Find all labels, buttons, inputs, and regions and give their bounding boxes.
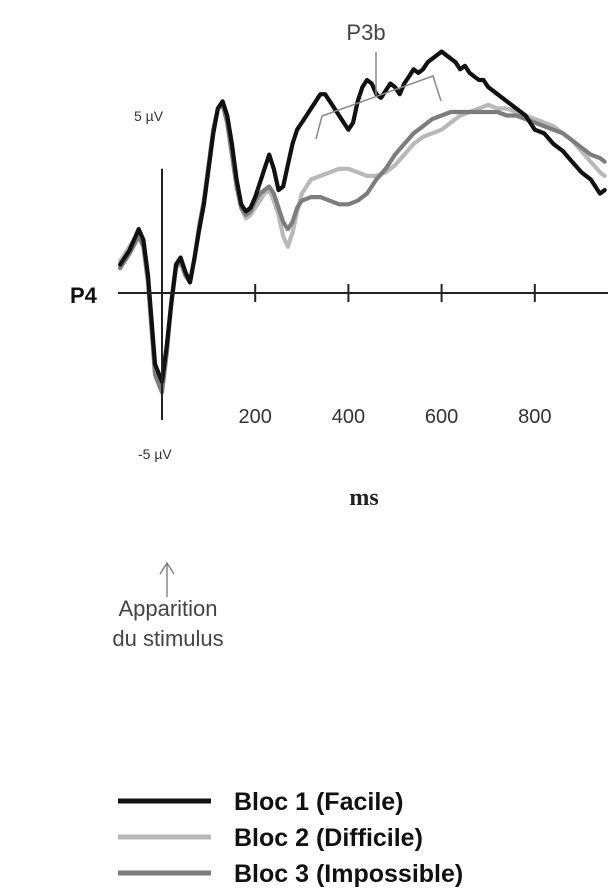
stimulus-label-line-2: du stimulus (112, 626, 223, 651)
series-line-bloc-2 (118, 102, 607, 388)
series-line-bloc-3 (118, 102, 607, 395)
peak-bracket (315, 75, 442, 140)
y-bottom-label: -5 µV (138, 446, 172, 462)
y-top-label: 5 µV (134, 108, 164, 124)
x-tick-label: 200 (239, 406, 272, 428)
series-line-bloc-1 (118, 49, 607, 384)
x-axis-label: ms (349, 485, 378, 511)
stimulus-arrow (159, 561, 175, 597)
plot-area: 200 400 600 800 5 µV -5 µV P4 ms P3b Apparition du… (70, 20, 608, 651)
x-tick-label: 600 (425, 406, 458, 428)
legend-label-bloc-1: Bloc 1 (Facile) (234, 788, 404, 816)
x-tick-label: 800 (518, 406, 551, 428)
stimulus-label-line-1: Apparition (118, 596, 217, 621)
peak-label: P3b (346, 20, 385, 45)
legend-label-bloc-3: Bloc 3 (Impossible) (234, 860, 463, 888)
legend-label-bloc-2: Bloc 2 (Difficile) (234, 824, 423, 852)
x-tick-label: 400 (332, 406, 365, 428)
legend: Bloc 1 (Facile) Bloc 2 (Difficile) Bloc 3 … (118, 788, 463, 888)
electrode-label: P4 (70, 283, 98, 308)
